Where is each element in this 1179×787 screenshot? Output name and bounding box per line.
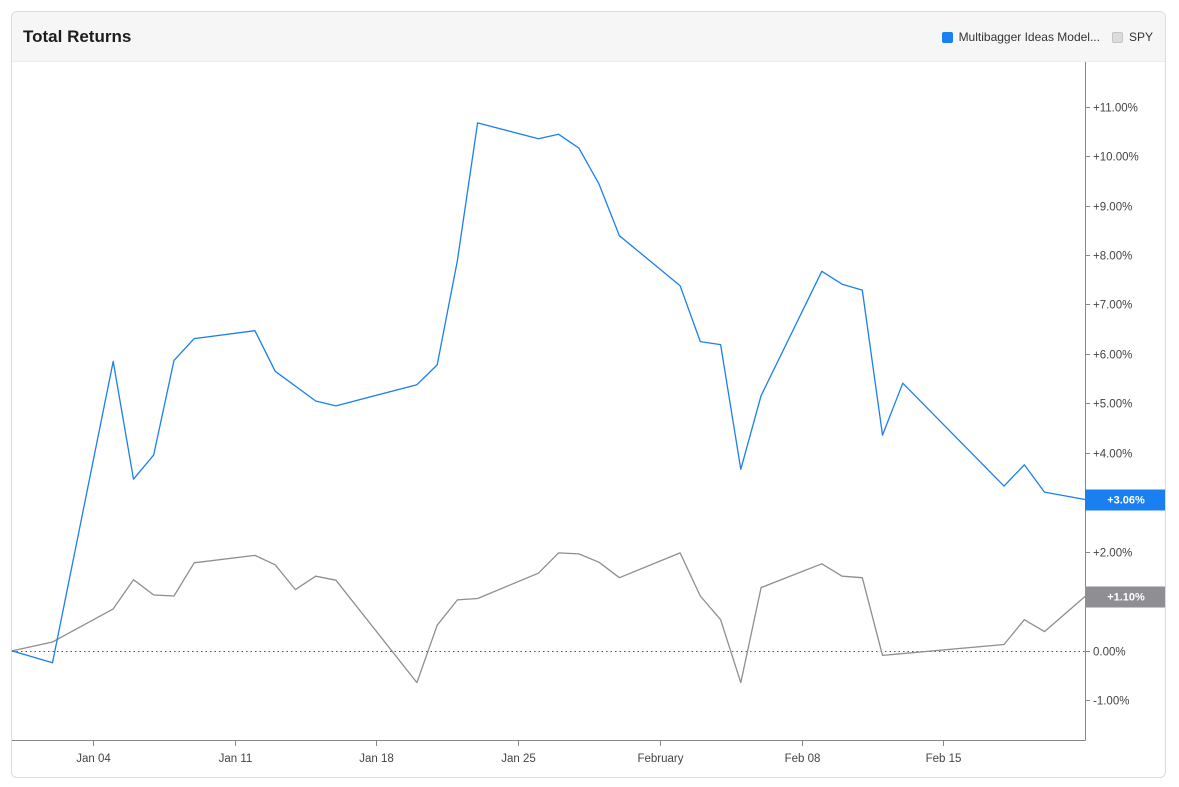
- chart-title: Total Returns: [23, 27, 132, 46]
- y-tick-label: +6.00%: [1093, 350, 1132, 362]
- y-tick-label: +5.00%: [1093, 399, 1132, 411]
- legend-swatch-spy: [1111, 31, 1123, 43]
- y-tick-label: -1.00%: [1093, 696, 1129, 708]
- x-tick-label: Jan 25: [501, 753, 536, 765]
- x-tick-label: February: [637, 753, 683, 765]
- y-tick-label: 0.00%: [1093, 647, 1126, 659]
- legend-label-spy: SPY: [1128, 30, 1153, 44]
- y-tick-label: +11.00%: [1093, 103, 1138, 115]
- total-returns-card: Total Returns Multibagger Ideas Model...…: [11, 11, 1166, 778]
- series-line-spy: [11, 552, 1086, 684]
- y-tick-label: +9.00%: [1093, 202, 1132, 214]
- end-label-spy: +1.10%: [1107, 592, 1145, 604]
- x-tick-label: Jan 04: [76, 753, 111, 765]
- end-badge-model: [1085, 489, 1165, 511]
- end-badge-spy: [1085, 586, 1165, 608]
- x-tick-label: Feb 08: [785, 753, 821, 765]
- legend-item-model[interactable]: Multibagger Ideas Model...: [941, 30, 1100, 44]
- x-tick-label: Jan 18: [359, 753, 394, 765]
- y-tick-label: +8.00%: [1093, 251, 1132, 263]
- y-tick-label: +7.00%: [1093, 300, 1132, 312]
- y-tick-label: +2.00%: [1093, 548, 1132, 560]
- chart-legend: Multibagger Ideas Model... SPY: [930, 30, 1153, 44]
- series-line-model: [11, 122, 1086, 664]
- legend-swatch-model: [941, 31, 953, 43]
- y-tick-label: +10.00%: [1093, 152, 1139, 164]
- x-tick-label: Feb 15: [926, 753, 962, 765]
- y-tick-label: +4.00%: [1093, 449, 1132, 461]
- legend-item-spy[interactable]: SPY: [1111, 30, 1153, 44]
- end-label-model: +3.06%: [1107, 495, 1145, 507]
- card-header: Total Returns Multibagger Ideas Model...…: [12, 12, 1165, 62]
- legend-label-model: Multibagger Ideas Model...: [958, 30, 1100, 44]
- x-tick-label: Jan 11: [219, 753, 253, 765]
